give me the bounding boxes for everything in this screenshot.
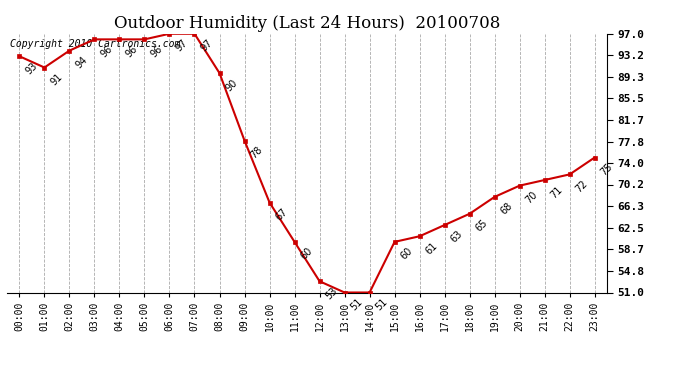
Text: 94: 94 <box>74 55 89 70</box>
Text: 72: 72 <box>574 178 590 195</box>
Text: 60: 60 <box>299 246 315 262</box>
Text: 63: 63 <box>448 229 464 245</box>
Text: 96: 96 <box>148 44 164 59</box>
Text: 96: 96 <box>99 44 115 59</box>
Text: 75: 75 <box>599 162 615 178</box>
Text: 96: 96 <box>124 44 139 59</box>
Text: 97: 97 <box>174 38 190 54</box>
Text: 61: 61 <box>424 240 440 256</box>
Title: Outdoor Humidity (Last 24 Hours)  20100708: Outdoor Humidity (Last 24 Hours) 2010070… <box>114 15 500 32</box>
Text: 53: 53 <box>324 285 339 301</box>
Text: 97: 97 <box>199 38 215 54</box>
Text: 90: 90 <box>224 77 239 93</box>
Text: 68: 68 <box>499 201 515 217</box>
Text: 93: 93 <box>23 60 39 76</box>
Text: 65: 65 <box>474 218 490 234</box>
Text: 51: 51 <box>374 297 390 312</box>
Text: 91: 91 <box>48 72 64 87</box>
Text: 71: 71 <box>549 184 564 200</box>
Text: 51: 51 <box>348 297 364 312</box>
Text: 60: 60 <box>399 246 415 262</box>
Text: Copyright 2010 Cartronics.com: Copyright 2010 Cartronics.com <box>10 39 180 49</box>
Text: 70: 70 <box>524 190 540 206</box>
Text: 67: 67 <box>274 207 290 222</box>
Text: 78: 78 <box>248 145 264 160</box>
